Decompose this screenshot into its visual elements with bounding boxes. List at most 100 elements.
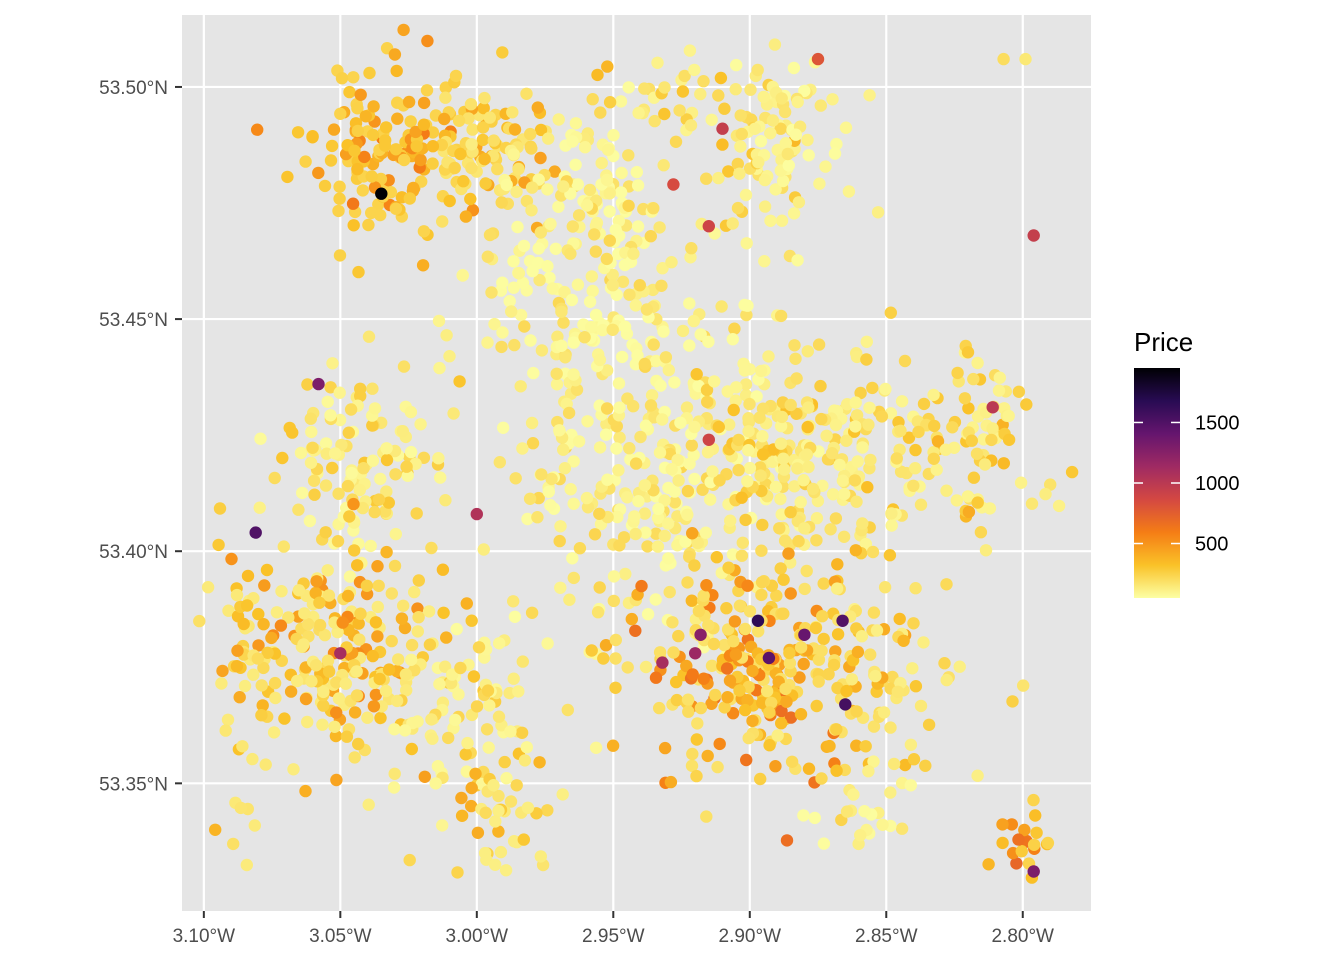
data-point <box>358 150 371 164</box>
data-point <box>755 576 769 589</box>
data-point <box>489 815 502 828</box>
data-point <box>571 278 585 291</box>
data-point <box>361 711 374 724</box>
data-point <box>352 265 365 279</box>
data-point <box>449 69 463 83</box>
data-point <box>810 512 824 525</box>
data-point <box>668 496 681 509</box>
data-point <box>817 577 830 590</box>
data-point <box>849 544 862 557</box>
data-point <box>867 720 881 733</box>
data-point <box>366 419 379 432</box>
data-point <box>369 616 383 629</box>
data-point <box>690 733 703 746</box>
data-point <box>1025 497 1039 510</box>
data-point <box>774 309 788 323</box>
data-point <box>267 726 281 739</box>
data-point <box>687 314 700 328</box>
data-point <box>829 645 842 658</box>
data-point <box>607 570 621 583</box>
data-point <box>317 699 330 712</box>
data-point <box>601 60 614 73</box>
data-point <box>404 405 418 419</box>
data-point <box>454 147 467 161</box>
data-point <box>258 579 271 592</box>
data-point <box>681 484 695 498</box>
data-point <box>443 194 456 208</box>
data-point <box>478 152 491 166</box>
data-point <box>588 528 602 541</box>
data-point <box>301 715 314 729</box>
data-point <box>864 648 877 661</box>
data-point <box>765 696 778 709</box>
data-point <box>668 376 681 389</box>
data-point <box>658 81 671 94</box>
data-point <box>885 519 898 532</box>
data-point <box>762 350 775 363</box>
data-point <box>517 239 531 253</box>
data-point <box>713 474 726 487</box>
data-point <box>387 781 401 794</box>
data-point <box>726 333 739 346</box>
data-point <box>216 664 229 678</box>
data-point <box>970 447 984 460</box>
data-point <box>656 262 669 275</box>
data-point <box>341 479 355 493</box>
data-point <box>768 38 782 51</box>
data-point <box>225 552 238 566</box>
data-point <box>849 420 862 433</box>
data-point <box>391 112 404 125</box>
data-point <box>950 494 963 507</box>
data-point <box>649 593 662 606</box>
data-point <box>385 634 398 648</box>
data-point <box>561 703 574 717</box>
data-point <box>707 637 721 651</box>
data-point <box>790 372 803 385</box>
data-point <box>629 527 642 541</box>
data-point <box>879 382 892 396</box>
data-point <box>893 612 906 626</box>
data-point <box>884 786 897 799</box>
data-point <box>806 482 820 496</box>
data-point <box>789 128 803 141</box>
data-point <box>779 137 792 150</box>
data-point <box>820 429 833 442</box>
data-point <box>651 511 665 525</box>
data-point <box>464 192 477 206</box>
data-point <box>1027 229 1040 242</box>
data-point <box>726 217 739 230</box>
data-point <box>609 223 622 237</box>
data-point <box>420 84 434 97</box>
data-point <box>328 720 341 733</box>
data-point <box>366 382 379 395</box>
data-point <box>744 83 757 96</box>
data-point <box>470 700 484 713</box>
data-point <box>985 433 998 447</box>
data-point <box>507 835 521 848</box>
data-point <box>364 539 377 553</box>
y-tick-label: 53.35°N <box>99 774 168 795</box>
data-point <box>515 726 529 739</box>
data-point <box>735 549 749 562</box>
data-point <box>890 452 903 465</box>
data-point <box>904 738 918 751</box>
data-point <box>359 110 372 123</box>
data-point <box>493 637 506 650</box>
data-point <box>914 699 928 713</box>
data-point <box>672 629 685 643</box>
data-point <box>672 474 685 487</box>
data-point <box>814 99 827 112</box>
data-point <box>619 567 632 581</box>
data-point <box>629 358 642 371</box>
data-point <box>412 574 425 587</box>
data-point <box>425 541 438 555</box>
data-point <box>334 107 347 121</box>
data-point <box>783 656 797 670</box>
data-point <box>581 501 595 514</box>
data-point <box>580 199 594 212</box>
x-axis: 3.10°W 3.05°W 3.00°W 2.95°W 2.90°W 2.85°W 2.80… <box>173 911 1054 947</box>
data-point <box>784 506 797 519</box>
y-tick-label: 53.40°N <box>99 542 168 563</box>
data-point <box>284 685 298 698</box>
data-point <box>479 806 492 819</box>
